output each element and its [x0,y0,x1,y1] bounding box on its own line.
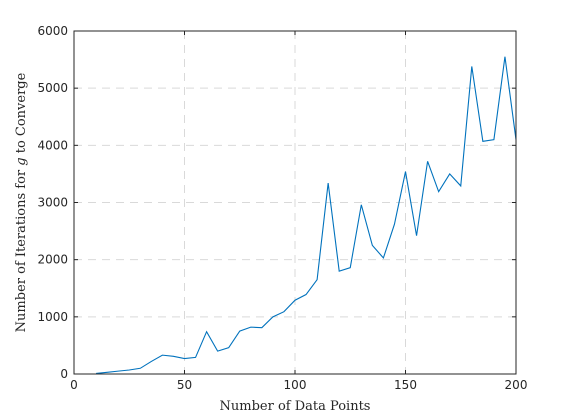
y-tick-label: 0 [60,367,68,381]
y-tick-label: 6000 [37,24,68,38]
x-tick-label: 100 [284,378,307,392]
x-tick-label: 0 [70,378,78,392]
y-tick-label: 3000 [37,196,68,210]
x-tick-label: 200 [505,378,528,392]
x-axis-title: Number of Data Points [220,399,371,414]
y-tick-label: 5000 [37,81,68,95]
y-tick-label: 2000 [37,253,68,267]
y-tick-label: 4000 [37,138,68,152]
x-tick-label: 150 [394,378,417,392]
x-tick-label: 50 [177,378,192,392]
y-axis-title: Number of Iterations for g to Converge [14,72,29,332]
y-tick-label: 1000 [37,310,68,324]
grid [74,31,516,374]
series-line [96,56,517,374]
